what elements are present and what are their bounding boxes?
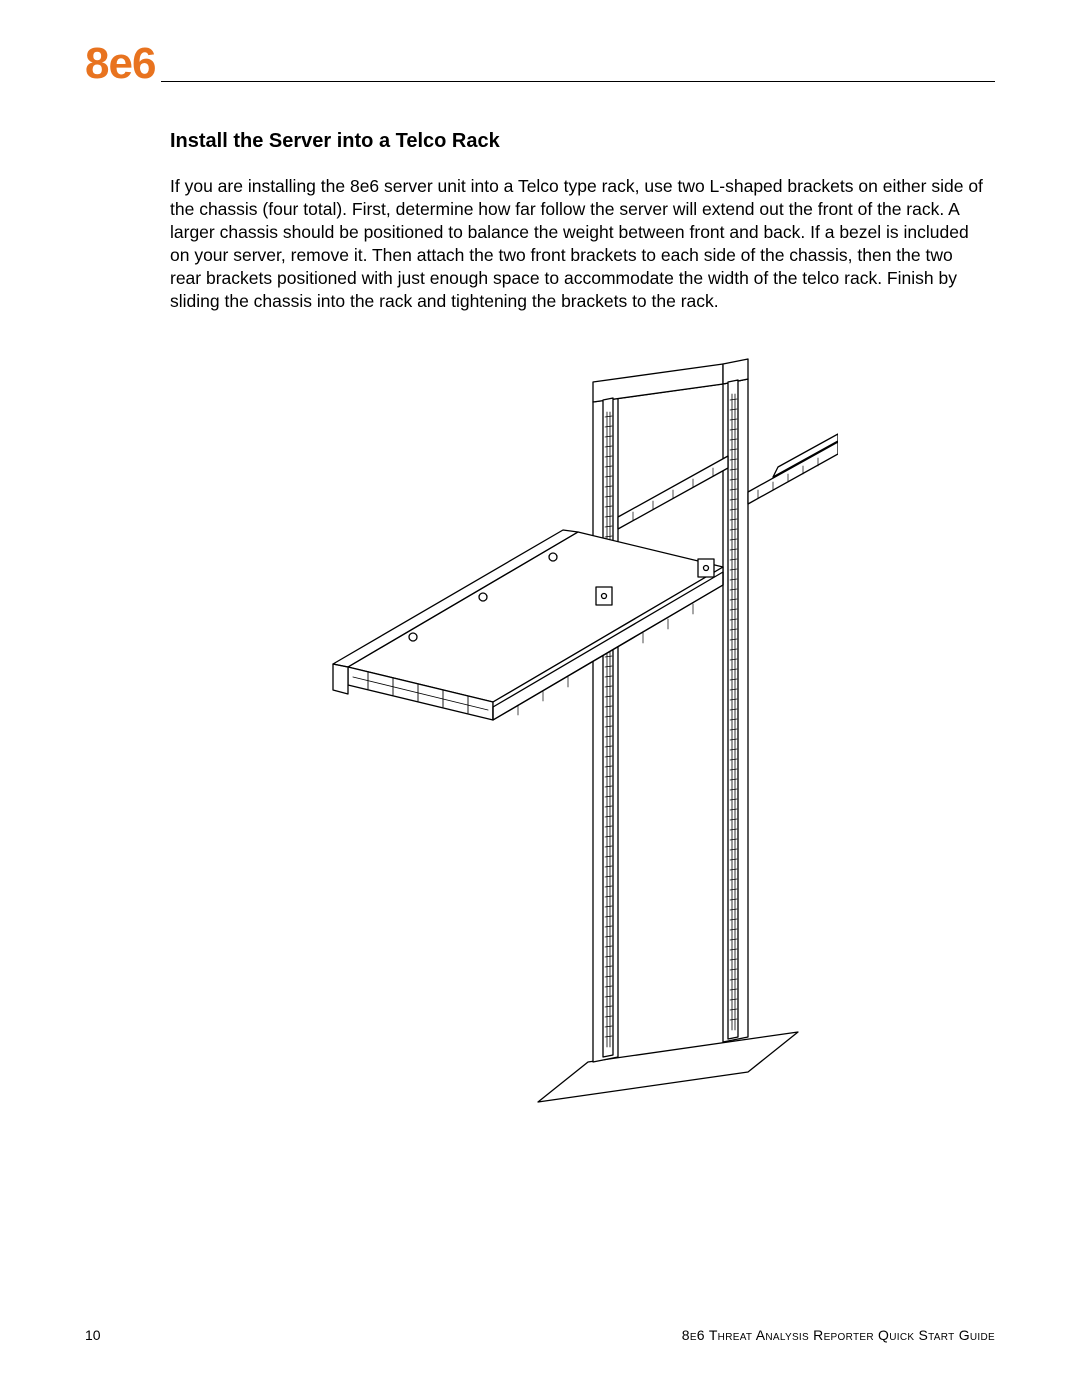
telco-rack-diagram [318, 342, 838, 1122]
document-page: 8e6 Install the Server into a Telco Rack… [0, 0, 1080, 1397]
section-body: If you are installing the 8e6 server uni… [170, 175, 985, 314]
footer-doc-title: 8e6 Threat Analysis Reporter Quick Start… [682, 1327, 995, 1343]
page-footer: 10 8e6 Threat Analysis Reporter Quick St… [85, 1327, 995, 1343]
page-number: 10 [85, 1327, 101, 1343]
page-header: 8e6 [85, 40, 995, 88]
content-area: Install the Server into a Telco Rack If … [170, 130, 995, 1127]
figure-container [170, 342, 985, 1127]
brand-logo: 8e6 [85, 42, 155, 88]
header-rule [161, 81, 995, 82]
section-title: Install the Server into a Telco Rack [170, 130, 985, 153]
